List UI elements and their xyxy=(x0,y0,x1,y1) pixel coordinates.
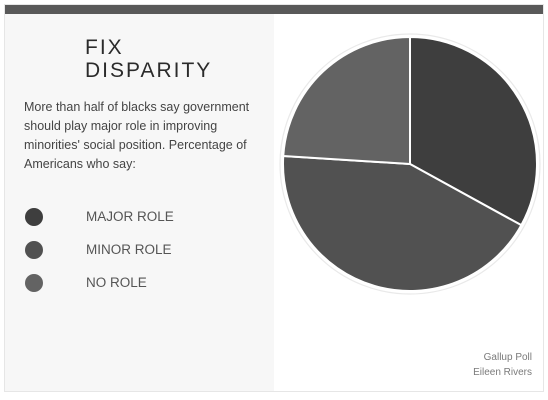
legend-item-major-role: MAJOR ROLE xyxy=(25,200,174,233)
pie-slice-major-role xyxy=(409,36,538,227)
pie-chart xyxy=(279,33,541,295)
legend-swatch-major-role xyxy=(25,207,43,226)
legend-swatch-minor-role xyxy=(25,240,43,259)
pie-slices xyxy=(282,36,538,292)
source-credit: Gallup Poll Eileen Rivers xyxy=(473,350,532,380)
legend-item-minor-role: MINOR ROLE xyxy=(25,233,174,266)
chart-title-line-1: FIX xyxy=(85,36,124,59)
legend-swatch-no-role xyxy=(25,273,43,292)
source-line-2: Eileen Rivers xyxy=(473,367,532,378)
legend: MAJOR ROLE MINOR ROLE NO ROLE xyxy=(25,200,174,299)
source-line-1: Gallup Poll xyxy=(483,352,532,363)
chart-title: FIX DISPARITY xyxy=(85,36,212,82)
chart-title-line-2: DISPARITY xyxy=(85,59,213,82)
legend-item-no-role: NO ROLE xyxy=(25,266,174,299)
legend-label-minor-role: MINOR ROLE xyxy=(86,242,172,257)
legend-label-no-role: NO ROLE xyxy=(86,275,147,290)
infographic-card: FIX DISPARITY More than half of blacks s… xyxy=(4,4,544,392)
top-bar xyxy=(5,5,543,14)
chart-description: More than half of blacks say government … xyxy=(24,100,250,171)
info-panel: FIX DISPARITY More than half of blacks s… xyxy=(5,14,274,391)
legend-label-major-role: MAJOR ROLE xyxy=(86,209,174,224)
pie-slice-no-role xyxy=(282,36,411,165)
pie-slice-minor-role xyxy=(282,155,523,292)
